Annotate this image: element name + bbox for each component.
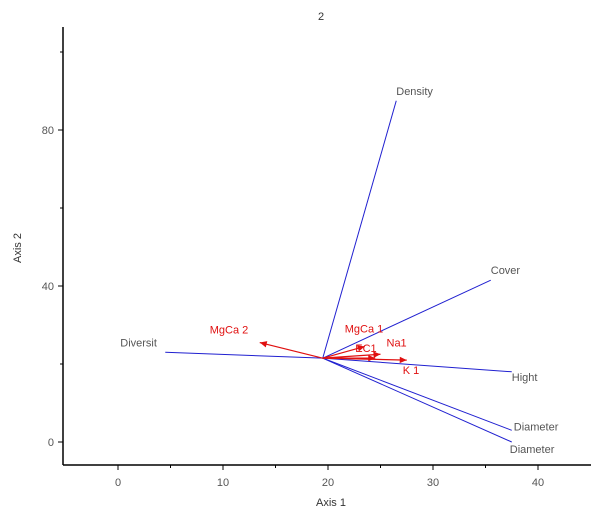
red-vectors	[259, 341, 407, 364]
axes: 0 10 20 30 40 0 40 80	[42, 27, 591, 489]
x-tick-label: 20	[322, 477, 334, 489]
vector-diversit	[165, 351, 323, 359]
blue-vectors	[165, 100, 512, 443]
x-tick-label: 10	[217, 477, 229, 489]
vector-mgca1	[322, 345, 365, 359]
y-tick-label: 0	[48, 437, 54, 449]
y-axis-title: Axis 2	[12, 233, 24, 263]
vector-label-k1: K 1	[403, 365, 420, 377]
vector-label-mgca2: MgCa 2	[210, 325, 249, 337]
vector-diameter	[322, 357, 512, 443]
vector-k1	[322, 357, 407, 361]
y-tick-label: 80	[42, 125, 54, 137]
vector-label-na1: Na1	[387, 337, 407, 349]
y-tick-label: 40	[42, 281, 54, 293]
vector-density	[322, 100, 397, 359]
vector-na1	[322, 353, 381, 359]
chart-title: 2	[318, 11, 324, 23]
vector-label-diameter: Diameter	[510, 444, 555, 456]
vector-hight	[322, 357, 512, 373]
vector-labels: Density Cover Hight Diameter Diameter Diversi…	[120, 86, 558, 456]
x-tick-label: 30	[427, 477, 439, 489]
vector-label-ec1: EC1	[355, 343, 376, 355]
vector-diameter	[322, 357, 512, 431]
vector-cover	[322, 279, 491, 359]
vector-label-diversit: Diversit	[120, 337, 157, 349]
vector-label-mgca1: MgCa 1	[345, 323, 384, 335]
vector-label-density: Density	[396, 86, 433, 98]
vector-mgca2	[259, 341, 323, 359]
x-tick-label: 40	[532, 477, 544, 489]
x-axis-title: Axis 1	[316, 497, 346, 509]
vector-label-diameter: Diameter	[514, 421, 559, 433]
arrowhead	[399, 356, 407, 364]
arrowhead	[259, 341, 268, 348]
vector-label-cover: Cover	[491, 265, 521, 277]
arrowhead	[373, 351, 381, 358]
x-tick-label: 0	[115, 477, 121, 489]
arrowhead	[357, 345, 365, 352]
vector-label-hight: Hight	[512, 372, 538, 384]
